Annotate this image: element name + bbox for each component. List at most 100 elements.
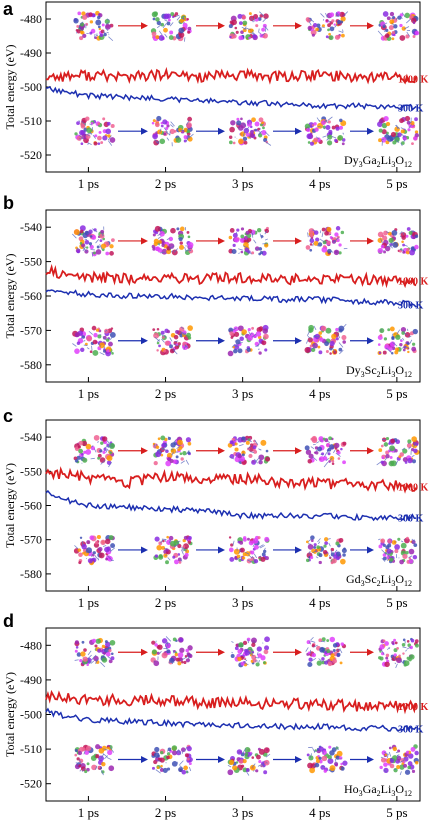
atom — [97, 648, 102, 653]
atom — [320, 647, 325, 652]
bond — [179, 331, 186, 335]
atom — [93, 434, 100, 441]
x-tick-label: 5 ps — [386, 805, 407, 820]
atom — [166, 649, 171, 654]
bond — [380, 238, 383, 244]
atom — [389, 341, 396, 347]
atom — [411, 142, 414, 146]
bond — [154, 139, 160, 145]
atom — [338, 125, 344, 130]
atom — [406, 640, 410, 643]
bond — [95, 238, 100, 244]
bond — [234, 438, 238, 441]
structure-snapshot — [151, 744, 193, 775]
atom — [163, 13, 170, 20]
bond — [320, 453, 324, 456]
atom — [407, 765, 412, 770]
bond — [181, 546, 184, 552]
bond — [92, 228, 98, 233]
atom — [309, 243, 313, 246]
atom — [152, 133, 158, 140]
arrow-head — [295, 237, 302, 245]
atom — [393, 638, 397, 642]
atom — [309, 248, 313, 252]
atom — [379, 650, 382, 653]
bond — [82, 246, 88, 253]
atom — [107, 749, 113, 756]
structure-snapshot — [72, 325, 116, 357]
atom — [96, 245, 100, 249]
atom — [184, 552, 189, 557]
atom — [111, 652, 114, 656]
atom — [246, 347, 251, 352]
atom — [152, 233, 156, 237]
formula-element: Li — [381, 153, 392, 167]
bond — [171, 451, 174, 456]
atom — [394, 137, 400, 143]
structure-snapshot — [153, 535, 193, 565]
atom — [243, 127, 250, 134]
atom — [171, 761, 178, 767]
bond — [329, 249, 334, 253]
bond — [316, 441, 320, 444]
atom — [174, 344, 180, 350]
atom — [76, 24, 80, 28]
atom — [248, 453, 253, 459]
bond — [97, 342, 101, 347]
atom — [89, 31, 93, 35]
atom — [89, 350, 93, 354]
atom — [383, 337, 388, 341]
atom — [261, 129, 267, 136]
atom — [251, 117, 256, 123]
bond — [395, 140, 400, 144]
atom — [80, 651, 86, 657]
atom — [111, 352, 114, 355]
atom — [95, 328, 100, 332]
atom — [414, 133, 420, 138]
bond — [178, 21, 182, 24]
atom — [387, 543, 392, 548]
series-line-low — [45, 707, 417, 732]
atom — [184, 654, 188, 658]
bond — [100, 459, 106, 465]
atom — [74, 753, 78, 757]
atom — [391, 335, 395, 340]
atom — [306, 127, 311, 133]
atom — [108, 648, 112, 653]
y-tick-label: -500 — [20, 80, 42, 94]
bond — [309, 238, 312, 242]
atom — [391, 641, 395, 645]
bond — [174, 14, 180, 18]
atom — [339, 661, 343, 665]
bond — [238, 341, 243, 345]
bond — [87, 230, 91, 235]
atom — [403, 763, 408, 768]
atom — [324, 341, 329, 347]
bond — [86, 347, 90, 350]
atom — [399, 35, 406, 41]
atom — [379, 656, 384, 661]
series-line-high — [45, 466, 417, 494]
atom — [413, 136, 418, 141]
bond — [401, 12, 406, 18]
bond — [179, 765, 184, 769]
atom — [187, 235, 191, 239]
atom — [177, 557, 182, 562]
structure-snapshot — [304, 116, 347, 146]
bond — [102, 545, 107, 547]
atom — [305, 245, 311, 250]
atom — [228, 135, 233, 139]
formula-subscript: 2 — [377, 789, 381, 798]
atom — [329, 12, 335, 18]
atom — [100, 243, 107, 249]
bond — [339, 349, 344, 355]
atom — [384, 33, 390, 38]
atom — [402, 553, 408, 559]
atom — [401, 331, 406, 335]
atom — [170, 442, 176, 448]
atom — [314, 762, 320, 768]
atom — [331, 333, 337, 340]
bond — [247, 559, 253, 563]
series-label: 300 K — [398, 301, 424, 312]
atom — [382, 543, 386, 548]
